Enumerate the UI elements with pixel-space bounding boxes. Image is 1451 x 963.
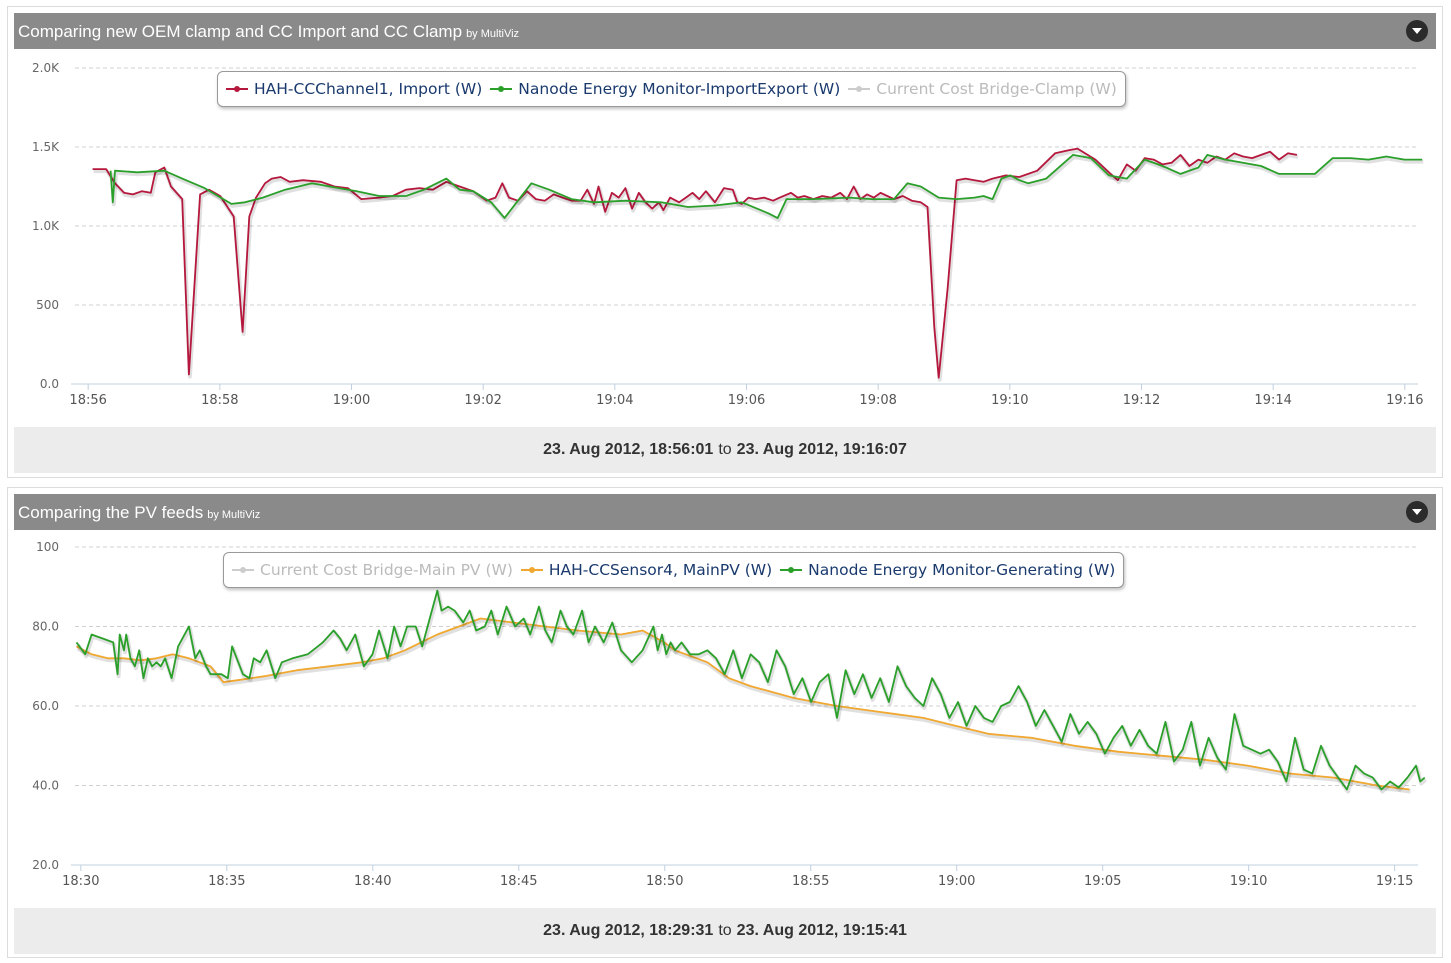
series-line xyxy=(92,147,1298,379)
x-tick-label: 19:02 xyxy=(464,393,501,408)
x-tick-label: 19:08 xyxy=(859,393,896,408)
x-tick-label: 18:35 xyxy=(208,874,245,889)
y-tick-label: 40.0 xyxy=(32,779,59,793)
series-line-shadow xyxy=(109,154,1424,223)
legend-label: Current Cost Bridge-Clamp (W) xyxy=(876,80,1117,98)
chart-legend: Current Cost Bridge-Main PV (W) HAH-CCSen… xyxy=(223,552,1125,588)
x-tick-label: 19:15 xyxy=(1376,874,1413,889)
y-tick-label: 1.5K xyxy=(32,140,60,154)
x-tick-label: 19:10 xyxy=(991,393,1028,408)
chart-plot-pv: 20.0 40.0 60.0 80.0 100 18:30 18:35 18:40 18:45 1… xyxy=(32,540,1428,889)
series-line xyxy=(75,589,1426,791)
legend-swatch-icon xyxy=(232,566,254,573)
legend-swatch-icon xyxy=(520,566,543,573)
legend-label: Nanode Energy Monitor-ImportExport (W) xyxy=(518,80,841,98)
legend-item[interactable]: Current Cost Bridge-Main PV (W) xyxy=(232,553,513,587)
y-tick-label: 100 xyxy=(36,540,59,554)
legend-item[interactable]: HAH-CCChannel1, Import (W) xyxy=(226,72,482,106)
legend-label: HAH-CCChannel1, Import (W) xyxy=(254,80,483,98)
chart-title-bar: Comparing new OEM clamp and CC Import an… xyxy=(14,13,1436,49)
legend-item[interactable]: HAH-CCSensor4, MainPV (W) xyxy=(520,553,773,587)
x-tick-label: 19:06 xyxy=(728,393,765,408)
series-line xyxy=(76,617,1410,791)
chart-panel-import: Comparing new OEM clamp and CC Import an… xyxy=(7,6,1443,478)
x-tick-label: 19:14 xyxy=(1254,393,1291,408)
x-tick-label: 18:30 xyxy=(62,874,99,889)
chart-legend: HAH-CCChannel1, Import (W) Nanode Energy … xyxy=(217,71,1126,107)
x-tick-label: 19:16 xyxy=(1386,393,1423,408)
y-tick-label: 500 xyxy=(36,298,59,312)
x-tick-label: 18:50 xyxy=(646,874,683,889)
legend-label: Nanode Energy Monitor-Generating (W) xyxy=(808,561,1116,579)
range-to-word: to xyxy=(718,922,732,939)
x-tick-label: 19:05 xyxy=(1084,874,1121,889)
legend-swatch-icon xyxy=(490,85,513,92)
collapse-chevron-icon[interactable] xyxy=(1406,20,1428,42)
chart-title-by: by MultiViz xyxy=(466,28,520,40)
chart-title: Comparing the PV feeds by MultiViz xyxy=(18,503,261,522)
legend-swatch-icon xyxy=(848,85,871,92)
y-tick-label: 80.0 xyxy=(32,620,59,634)
x-tick-label: 19:10 xyxy=(1230,874,1267,889)
legend-item[interactable]: Current Cost Bridge-Clamp (W) xyxy=(848,72,1117,106)
chart-panel-pv: Comparing the PV feeds by MultiViz 20.0 40… xyxy=(7,487,1443,958)
range-to-word: to xyxy=(718,441,732,458)
chart-title-by: by MultiViz xyxy=(207,509,261,521)
y-tick-label: 0.0 xyxy=(40,377,59,391)
chart-title: Comparing new OEM clamp and CC Import an… xyxy=(18,22,520,41)
y-tick-label: 2.0K xyxy=(32,61,60,75)
legend-swatch-icon xyxy=(780,566,803,573)
x-tick-label: 18:58 xyxy=(201,393,238,408)
range-start: 23. Aug 2012, 18:56:01 xyxy=(543,441,714,458)
x-tick-label: 18:40 xyxy=(354,874,391,889)
x-tick-label: 18:56 xyxy=(69,393,106,408)
time-range-footer: 23. Aug 2012, 18:56:01 to 23. Aug 2012, 19… xyxy=(14,427,1436,473)
chart-title-bar: Comparing the PV feeds by MultiViz xyxy=(14,494,1436,530)
legend-label: Current Cost Bridge-Main PV (W) xyxy=(260,561,513,579)
x-tick-label: 18:45 xyxy=(500,874,537,889)
x-tick-label: 19:00 xyxy=(938,874,975,889)
x-tick-label: 19:04 xyxy=(596,393,633,408)
time-range-footer: 23. Aug 2012, 18:29:31 to 23. Aug 2012, 19… xyxy=(14,908,1436,954)
legend-item[interactable]: Nanode Energy Monitor-Generating (W) xyxy=(780,553,1115,587)
legend-item[interactable]: Nanode Energy Monitor-ImportExport (W) xyxy=(490,72,840,106)
y-tick-label: 20.0 xyxy=(32,858,59,872)
legend-label: HAH-CCSensor4, MainPV (W) xyxy=(548,561,773,579)
legend-swatch-icon xyxy=(226,85,248,92)
series-line-shadow xyxy=(93,148,1299,382)
x-tick-label: 18:55 xyxy=(792,874,829,889)
x-tick-label: 19:00 xyxy=(333,393,370,408)
series-line xyxy=(109,154,1423,219)
y-tick-label: 1.0K xyxy=(32,219,60,233)
chart-plot-import: 0.0 500 1.0K 1.5K 2.0K 18:56 18:58 19:00 19:02 19… xyxy=(32,61,1424,408)
range-end: 23. Aug 2012, 19:16:07 xyxy=(736,441,907,458)
range-end: 23. Aug 2012, 19:15:41 xyxy=(736,922,907,939)
x-tick-label: 19:12 xyxy=(1123,393,1160,408)
collapse-chevron-icon[interactable] xyxy=(1406,501,1428,523)
range-start: 23. Aug 2012, 18:29:31 xyxy=(543,922,714,939)
y-tick-label: 60.0 xyxy=(32,699,59,713)
